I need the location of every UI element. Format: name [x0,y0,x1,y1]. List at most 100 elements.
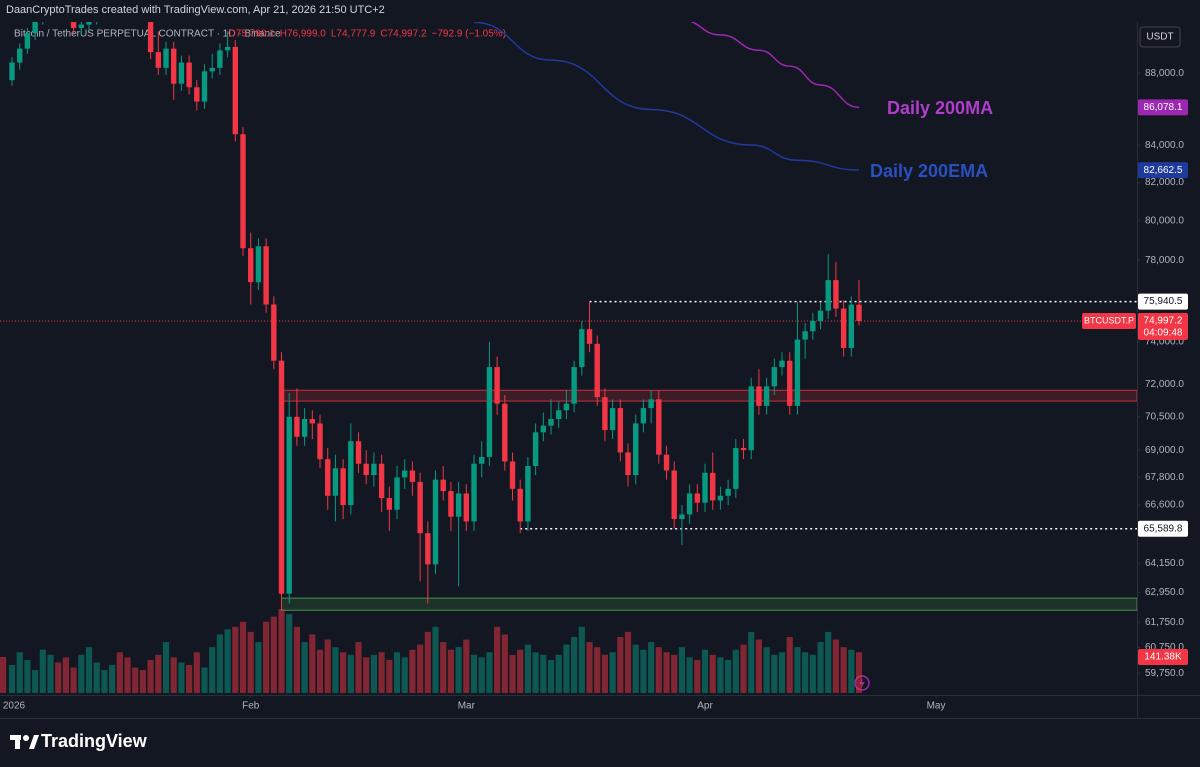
price-badge-label: 86,078.1 [1144,102,1183,113]
candle-body [563,403,570,411]
volume-bar [47,654,54,693]
ma-annotation: Daily 200EMA [870,161,988,181]
volume-bar [170,657,177,693]
volume-bar [786,637,793,693]
volume-bar [671,654,678,693]
price-badge [1138,99,1188,116]
candle-body [217,50,223,68]
candle-body [617,408,624,453]
volume-bar [363,657,370,693]
volume-bar [748,631,755,693]
volume-bar [0,657,7,693]
volume-bar [270,616,277,693]
volume-bar [848,649,855,693]
candle-body [301,419,308,437]
y-tick-label: 67,800.0 [1145,472,1184,483]
volume-bar [224,629,231,693]
candle-body [409,470,416,482]
candle-body [425,533,431,565]
candle-body [694,493,701,503]
zone [281,389,1137,402]
volume-bar [540,654,547,693]
x-tick-label: Apr [697,701,713,712]
candle-body [794,339,801,406]
candle-body [548,419,554,426]
x-tick-label: Mar [458,701,476,712]
volume-bar [594,647,601,693]
candle-body [471,463,477,522]
footer-logo: TradingView [41,731,148,751]
candle-body [663,454,670,471]
currency-box[interactable] [1139,26,1181,48]
candle-body [625,452,631,476]
volume-bar [686,657,693,693]
ohlc-value: C74,997.2 [380,29,427,40]
volume-bar [239,621,247,693]
candle-body [255,246,262,283]
candle-body [332,468,339,496]
volume-bar [332,647,339,693]
candle-body [325,459,331,496]
price-badge [1138,293,1188,310]
volume-bar [340,652,347,693]
countdown: 04:09:48 [1144,328,1183,339]
volume-bar [655,647,662,693]
currency[interactable]: USDT [1146,32,1173,43]
candle-body [579,329,585,368]
candle-body [194,87,200,102]
volume-bar [732,649,739,693]
volume-bar [809,654,816,693]
volume-bar [709,654,716,693]
candle-body [463,493,470,522]
candle-body [779,360,785,368]
y-tick-label: 78,000.0 [1145,255,1184,266]
candle-body [402,470,408,478]
volume-bar [755,639,763,693]
candle-body [525,465,531,522]
y-tick-label: 88,000.0 [1145,68,1184,79]
candle-body [70,22,77,28]
volume-bar [417,644,424,693]
volume-bar [255,642,262,693]
y-tick-label: 59,750.0 [1145,668,1184,679]
volume-bar [794,647,801,693]
volume-badge-label: 141.38K [1144,652,1182,663]
candle-body [386,498,393,510]
x-tick-label: 2026 [3,701,26,712]
volume-bar [463,639,470,693]
volume-bar [586,642,593,693]
candle-body [263,246,269,305]
volume-bar [478,657,485,693]
volume-bar [725,659,732,693]
volume-bar [316,649,324,693]
y-tick-label: 66,600.0 [1145,500,1184,511]
volume-bar [132,667,139,693]
volume-bar [301,642,308,693]
candle-body [178,62,185,84]
volume-bar [370,654,377,693]
volume-bar [778,652,786,693]
candle-body [763,386,770,406]
volume-bar [101,670,108,693]
candle-body [679,514,685,520]
candle-body [340,468,346,506]
y-tick-label: 72,000.0 [1145,379,1184,390]
moving-average [474,22,860,171]
volume-bar [532,652,539,693]
volume-bar [424,631,431,693]
volume-bar [663,652,670,693]
candle-body [648,399,654,409]
candle-body [232,46,239,135]
volume-bar [355,642,362,693]
candle-body [502,403,508,462]
y-tick-label: 70,500.0 [1145,411,1184,422]
volume-bar [85,647,93,693]
volume-bar [501,634,508,693]
volume-bar [609,652,616,693]
candle-body [32,22,38,34]
watermark: DaanCryptoTrades created with TradingVie… [6,4,385,16]
price-badge-label: 74,997.2 [1144,316,1183,327]
candle-body [240,134,246,249]
volume-bar [678,647,686,693]
